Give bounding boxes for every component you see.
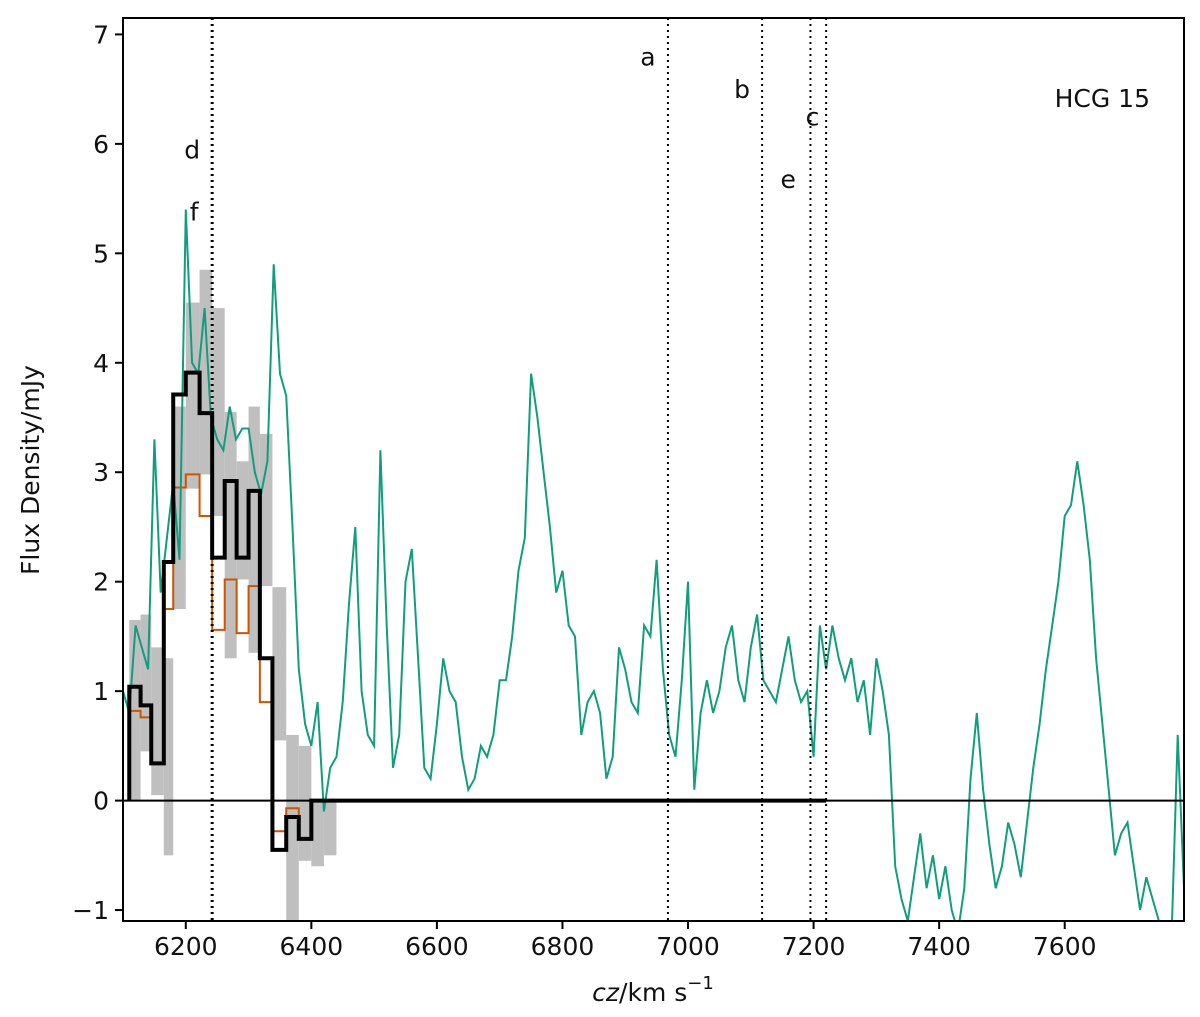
x-tick-label: 7400 [907,932,971,961]
y-tick-label: 4 [93,349,109,378]
x-tick-label: 6200 [154,932,218,961]
y-tick-label: 5 [93,239,109,268]
x-axis-label-unit: /km s [619,978,687,1007]
group-annotation: HCG 15 [1055,84,1150,113]
uncertainty-block [311,800,324,867]
y-tick-label: 1 [93,677,109,706]
uncertainty-block [298,745,312,861]
marker-label-d: d [184,135,200,164]
marker-label-f: f [190,198,200,227]
y-tick-label: 6 [93,130,109,159]
marker-label-b: b [734,75,750,104]
uncertainty-block [140,614,152,752]
x-tick-label: 6400 [280,932,344,961]
y-tick-label: −1 [72,896,109,925]
y-tick-label: 2 [93,568,109,597]
marker-label-a: a [640,42,655,71]
x-axis-label: cz/km s−1 [592,973,714,1007]
uncertainty-block [212,308,225,517]
uncertainty-block [286,734,299,921]
y-tick-label: 0 [93,787,109,816]
x-tick-label: 7000 [656,932,720,961]
uncertainty-block [151,647,164,796]
plot-frame [122,17,1185,922]
uncertainty-block [224,412,237,659]
uncertainty-block [185,302,200,489]
y-tick-label: 7 [93,20,109,49]
x-tick-label: 7200 [782,932,846,961]
uncertainty-block [259,433,273,587]
y-ticks: −1 0 1 2 3 4 5 6 7 [72,20,123,925]
marker-label-c: c [806,103,820,132]
velocity-markers: a b c e d f [184,18,828,921]
spectrum-line [123,209,1184,921]
uncertainty-band [129,269,337,921]
uncertainty-block [163,658,174,856]
uncertainty-block [248,406,260,653]
x-axis-label-var: cz [592,978,620,1007]
y-tick-label: 3 [93,458,109,487]
x-tick-label: 6800 [531,932,595,961]
x-axis-label-sup: −1 [687,973,714,994]
uncertainty-block [236,461,249,580]
uncertainty-block [272,587,287,741]
marker-label-e: e [780,165,795,194]
x-tick-label: 7600 [1033,932,1097,961]
uncertainty-block [323,800,337,856]
x-tick-label: 6600 [405,932,469,961]
x-ticks: 6200 6400 6600 6800 7000 7200 7400 7600 [154,921,1097,961]
binned-spectrum [127,370,827,852]
y-axis-label: Flux Density/mJy [16,365,45,575]
